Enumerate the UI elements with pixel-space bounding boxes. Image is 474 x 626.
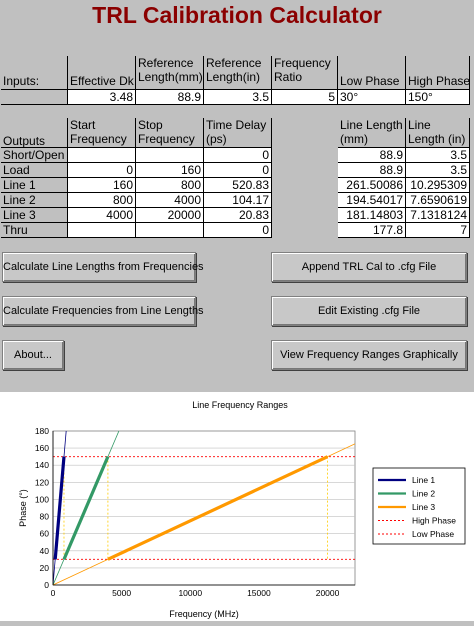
output-header-line-length-mm: Line Length (mm) — [338, 118, 406, 148]
output-header-stop-frequency: Stop Frequency — [136, 118, 204, 148]
calculate-frequencies-button[interactable]: Calculate Frequencies from Line Lengths — [2, 296, 204, 326]
about-button[interactable]: About... — [2, 340, 64, 370]
line-1-start[interactable]: 160 — [68, 178, 136, 193]
short-open-stop[interactable] — [136, 148, 204, 163]
line-2-length-in[interactable]: 7.6590619 — [406, 193, 470, 208]
append-trl-cal-button[interactable]: Append TRL Cal to .cfg File — [271, 252, 467, 282]
load-length-mm[interactable]: 88.9 — [338, 163, 406, 178]
line-1-stop[interactable]: 800 — [136, 178, 204, 193]
thru-length-in[interactable]: 7 — [406, 223, 470, 238]
x-tick-label: 5000 — [112, 588, 131, 598]
line-2-delay: 104.17 — [204, 193, 272, 208]
short-open-length-in[interactable]: 3.5 — [406, 148, 470, 163]
load-start[interactable]: 0 — [68, 163, 136, 178]
line-3-delay: 20.83 — [204, 208, 272, 223]
legend-label: Low Phase — [412, 529, 454, 539]
input-header-effective-dk: Effective Dk — [68, 56, 136, 90]
frequency-ratio-input[interactable]: 5 — [272, 90, 338, 105]
reference-length-in-input[interactable]: 3.5 — [204, 90, 272, 105]
output-header-start-frequency: Start Frequency — [68, 118, 136, 148]
view-frequency-ranges-button[interactable]: View Frequency Ranges Graphically — [271, 340, 467, 370]
calculate-line-lengths-button[interactable]: Calculate Line Lengths from Frequencies — [2, 252, 204, 282]
y-tick-label: 160 — [35, 443, 49, 453]
line-2-start[interactable]: 800 — [68, 193, 136, 208]
x-tick-label: 0 — [51, 588, 56, 598]
line-2-length-mm[interactable]: 194.54017 — [338, 193, 406, 208]
thru-start[interactable] — [68, 223, 136, 238]
y-tick-label: 80 — [40, 512, 50, 522]
legend-label: Line 1 — [412, 475, 435, 485]
plot-area — [52, 430, 356, 586]
row-label-line-3: Line 3 — [1, 208, 68, 223]
line-2-stop[interactable]: 4000 — [136, 193, 204, 208]
row-label-thru: Thru — [1, 223, 68, 238]
series-thick-segment — [53, 456, 66, 560]
y-tick-label: 100 — [35, 494, 49, 504]
legend-label: Line 2 — [412, 489, 435, 499]
series-thick-segment — [62, 456, 110, 560]
input-header-reference-length-mm: Reference Length(mm) — [136, 56, 204, 90]
y-tick-label: 140 — [35, 460, 49, 470]
output-header-line-length-in: Line Length (in) — [406, 118, 470, 148]
short-open-length-mm[interactable]: 88.9 — [338, 148, 406, 163]
series-thick-segment — [107, 455, 329, 561]
row-label-short-open: Short/Open — [1, 148, 68, 163]
y-tick-label: 120 — [35, 477, 49, 487]
app-title: TRL Calibration Calculator — [92, 2, 382, 28]
y-axis-label: Phase (°) — [18, 489, 28, 527]
thru-length-mm[interactable]: 177.8 — [338, 223, 406, 238]
outputs-row-label: Outputs — [1, 118, 68, 148]
line-3-length-in[interactable]: 7.1318124 — [406, 208, 470, 223]
load-delay: 0 — [204, 163, 272, 178]
effective-dk-input[interactable]: 3.48 — [68, 90, 136, 105]
line-3-start[interactable]: 4000 — [68, 208, 136, 223]
line-frequency-ranges-chart: Line Frequency Ranges 0 20 40 60 80 100 120 140… — [18, 400, 466, 619]
edit-existing-cfg-button[interactable]: Edit Existing .cfg File — [271, 296, 467, 326]
x-tick-label: 15000 — [247, 588, 271, 598]
row-label-line-2: Line 2 — [1, 193, 68, 208]
line-1-length-mm[interactable]: 261.50086 — [338, 178, 406, 193]
row-label-line-1: Line 1 — [1, 178, 68, 193]
line-1-delay: 520.83 — [204, 178, 272, 193]
x-axis-label: Frequency (MHz) — [169, 609, 239, 619]
y-tick-label: 20 — [40, 563, 50, 573]
low-phase-input[interactable]: 30° — [338, 90, 406, 105]
load-stop[interactable]: 160 — [136, 163, 204, 178]
line-3-stop[interactable]: 20000 — [136, 208, 204, 223]
output-header-time-delay: Time Delay (ps) — [204, 118, 272, 148]
input-header-reference-length-in: Reference Length(in) — [204, 56, 272, 90]
row-label-load: Load — [1, 163, 68, 178]
reference-length-mm-input[interactable]: 88.9 — [136, 90, 204, 105]
input-header-high-phase: High Phase — [406, 56, 470, 90]
x-tick-label: 20000 — [316, 588, 340, 598]
x-tick-label: 10000 — [178, 588, 202, 598]
high-phase-input[interactable]: 150° — [406, 90, 470, 105]
line-1-length-in[interactable]: 10.295309 — [406, 178, 470, 193]
input-header-frequency-ratio: Frequency Ratio — [272, 56, 338, 90]
short-open-delay: 0 — [204, 148, 272, 163]
chart-title: Line Frequency Ranges — [192, 400, 288, 410]
line-3-length-mm[interactable]: 181.14803 — [338, 208, 406, 223]
thru-delay: 0 — [204, 223, 272, 238]
short-open-start[interactable] — [68, 148, 136, 163]
legend-label: Line 3 — [412, 502, 435, 512]
input-header-low-phase: Low Phase — [338, 56, 406, 90]
y-tick-label: 0 — [44, 580, 49, 590]
y-tick-label: 60 — [40, 529, 50, 539]
y-tick-label: 40 — [40, 546, 50, 556]
load-length-in[interactable]: 3.5 — [406, 163, 470, 178]
inputs-row-label: Inputs: — [1, 56, 68, 90]
thru-stop[interactable] — [136, 223, 204, 238]
chart-panel: Line Frequency Ranges 0 20 40 60 80 100 120 140… — [0, 392, 474, 621]
y-tick-label: 180 — [35, 426, 49, 436]
inputs-row-spacer — [1, 90, 68, 105]
legend-label: High Phase — [412, 516, 456, 526]
